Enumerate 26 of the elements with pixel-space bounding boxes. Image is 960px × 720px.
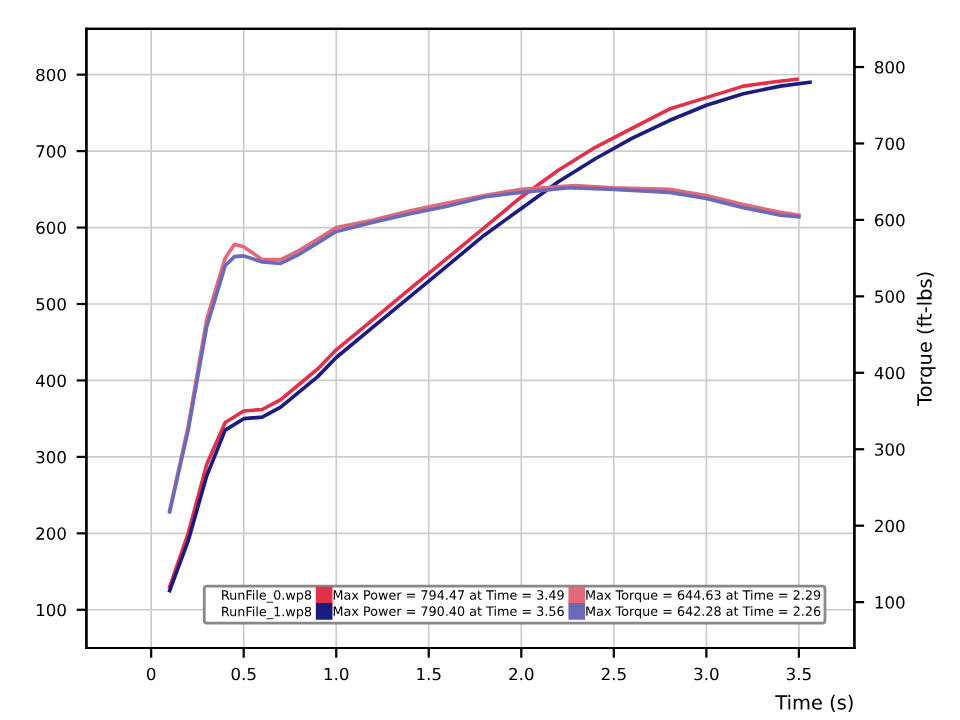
x-tick-label: 0.5 — [231, 667, 256, 681]
y2-tick-label: 600 — [875, 213, 905, 227]
x-tick-label: 1.0 — [324, 667, 349, 681]
y-tick-label: 500 — [36, 297, 66, 311]
y-tick-label: 400 — [35, 374, 66, 388]
y2-tick-label: 100 — [875, 596, 905, 609]
x-tick-label: 2.5 — [601, 667, 626, 681]
y2-tick-label: 700 — [875, 137, 905, 151]
y-tick-label: 700 — [36, 145, 66, 158]
y2-tick-label: 300 — [875, 443, 905, 456]
y-tick-label: 800 — [36, 68, 66, 82]
y2-tick-label: 400 — [874, 366, 905, 380]
y2-axis-title: Torque (ft-lbs) — [916, 272, 936, 407]
y2-tick-label: 800 — [874, 60, 905, 74]
x-tick-label: 1.5 — [417, 667, 441, 681]
x-axis-title: Time (s) — [775, 694, 853, 713]
x-tick-label: 2.0 — [509, 667, 534, 681]
y-tick-label: 600 — [36, 221, 66, 235]
x-tick-label: 3.0 — [694, 667, 719, 681]
y-tick-label: 100 — [36, 603, 66, 617]
y2-tick-label: 200 — [875, 519, 905, 533]
y2-tick-label: 500 — [875, 290, 905, 303]
y-tick-label: 300 — [36, 450, 66, 464]
x-tick-label: 3.5 — [786, 667, 811, 681]
x-tick-label: 0 — [146, 667, 156, 681]
y-tick-label: 200 — [36, 527, 66, 540]
